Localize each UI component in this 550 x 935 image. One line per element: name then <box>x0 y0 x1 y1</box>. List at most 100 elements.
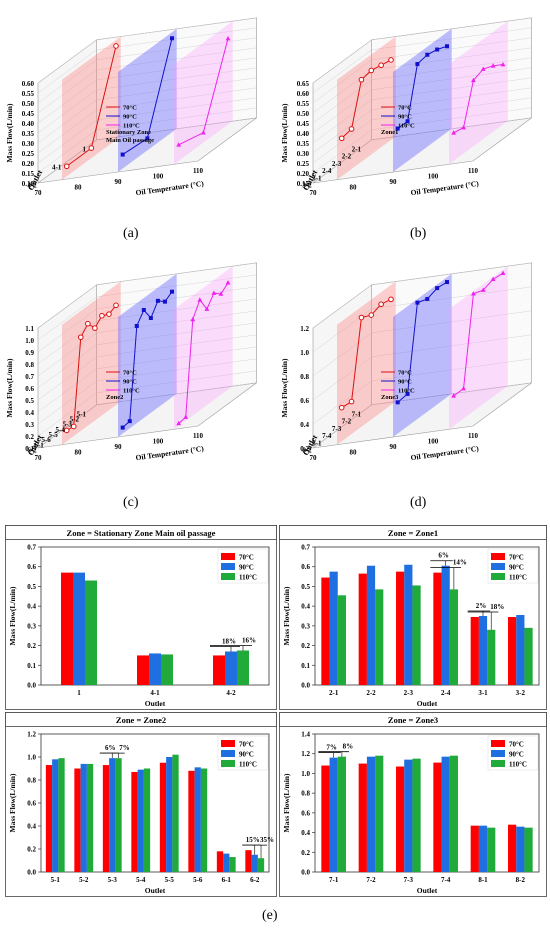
data-point <box>92 325 98 331</box>
gridline <box>312 89 372 134</box>
gridline <box>96 97 257 120</box>
y-tick-label: 0.25 <box>297 160 310 168</box>
y-tick-label: 0.6 <box>301 563 310 571</box>
legend-swatch <box>221 750 235 757</box>
gridline <box>96 370 257 393</box>
bar <box>404 759 413 872</box>
legend-label: 90°C <box>239 751 254 759</box>
y-axis-title: Mass Flow(L/min) <box>5 103 14 162</box>
bar <box>223 853 230 872</box>
y-tick-label: 0.40 <box>22 120 35 128</box>
gridline <box>371 286 532 309</box>
gridline <box>312 332 372 377</box>
y-tick-label: 0.8 <box>301 790 310 798</box>
x-axis-title: Outlet <box>145 699 166 708</box>
zone-annotation: Main Oil passage <box>106 137 154 144</box>
gridline <box>96 77 257 100</box>
outlet-tick-label: 7-3 <box>332 425 342 433</box>
bar <box>412 758 421 872</box>
y-tick-label: 0.1 <box>25 445 34 453</box>
data-point <box>99 312 105 319</box>
y-tick-label: 0.45 <box>297 120 310 128</box>
gridline <box>371 47 532 70</box>
legend-swatch <box>491 563 505 570</box>
chart-3d-frame: 1.1 1.0 0.9 0.8 0.7 0.6 0.5 0.4 0.3 0.2 0.1 <box>25 262 258 453</box>
y-tick-label: 0.7 <box>25 373 34 381</box>
bar <box>516 826 525 872</box>
y-tick-label: 0.35 <box>297 140 310 148</box>
legend-label: 90°C <box>398 379 412 386</box>
gridline <box>37 69 97 114</box>
y-tick-label: 0.65 <box>297 80 310 88</box>
title-strip <box>279 525 547 540</box>
gridline <box>37 296 97 341</box>
legend-label: 90°C <box>123 379 137 386</box>
zone-annotation: Zone1 <box>381 129 398 136</box>
gridline <box>96 274 257 297</box>
legend-swatch <box>221 573 235 580</box>
bar <box>257 858 265 872</box>
data-point <box>480 287 486 292</box>
gridline <box>312 99 372 144</box>
x-tick-label: 5-6 <box>193 876 203 884</box>
y-tick-label: 1.0 <box>27 754 36 762</box>
y-tick-label: 0.2 <box>27 642 36 650</box>
outlet-tick-label: 3-2 <box>302 182 312 190</box>
annotation-label: 6% <box>438 552 449 560</box>
y-tick-label: 0.1 <box>27 662 36 670</box>
panel-label-d: (d) <box>410 495 427 510</box>
chart-a-3d: 0.60 0.55 0.50 0.45 0.40 0.35 0.30 0.25 0.20 0.15… <box>5 17 258 197</box>
y-tick-label: 1.4 <box>301 731 310 739</box>
gridline <box>96 286 257 309</box>
chart-3d-frame: 1.2 1.0 0.8 0.6 0.4 0.2 <box>300 262 533 453</box>
temperature-plane <box>393 28 452 172</box>
data-point <box>471 77 476 83</box>
y-tick-label: 0.0 <box>301 869 310 877</box>
bar <box>225 651 237 685</box>
x-tick-label: 3-2 <box>516 689 526 697</box>
outlet-tick-label: 7-1 <box>352 410 362 418</box>
temp-tick-label: 80 <box>350 449 358 457</box>
x-tick-label: 4-1 <box>150 689 160 697</box>
bar <box>237 650 249 685</box>
legend-swatch <box>491 740 505 747</box>
annotation-label: 18% <box>222 637 236 645</box>
gridline <box>371 27 532 50</box>
data-point <box>425 52 430 57</box>
zone-annotation: Stationary Zone <box>106 129 151 136</box>
legend-label: 110°C <box>509 574 527 582</box>
gridline <box>96 358 257 381</box>
gridline <box>37 332 97 377</box>
data-point <box>500 61 506 67</box>
y-tick-label: 0.8 <box>300 373 309 381</box>
legend-swatch <box>221 553 235 560</box>
gridline <box>37 368 97 413</box>
bar <box>396 571 405 685</box>
outlet-tick-label: 5-2 <box>70 415 80 423</box>
temp-tick-label: 110 <box>468 432 479 440</box>
outlet-tick-label: 6-2 <box>27 447 37 455</box>
chart-e1-bar: Zone = Stationary Zone Main oil passage 0… <box>5 525 277 710</box>
bar <box>194 767 201 872</box>
bar <box>166 757 173 872</box>
data-point <box>63 427 70 434</box>
zone-annotation: Zone3 <box>381 394 399 401</box>
data-point <box>490 276 496 282</box>
y-tick-label: 0.30 <box>297 150 310 158</box>
y-tick-label: 0.6 <box>27 563 36 571</box>
data-point <box>405 391 410 396</box>
bar <box>375 755 384 872</box>
y-axis-title: Mass Flow(L/min) <box>282 586 291 645</box>
outlet-tick-label: 5-6 <box>41 436 51 444</box>
plot-frame <box>314 546 540 686</box>
data-point <box>170 289 175 294</box>
temp-tick-label: 90 <box>390 178 398 186</box>
legend-label: 90°C <box>398 114 412 121</box>
legend-swatch <box>491 750 505 757</box>
y-tick-label: 0.0 <box>27 869 36 877</box>
outlet-tick-label: 5-3 <box>63 421 73 429</box>
outlet-tick-label: 6-1 <box>34 441 44 449</box>
bar <box>449 755 458 872</box>
legend-label: 90°C <box>509 564 524 572</box>
y-tick-label: 0.6 <box>25 385 34 393</box>
